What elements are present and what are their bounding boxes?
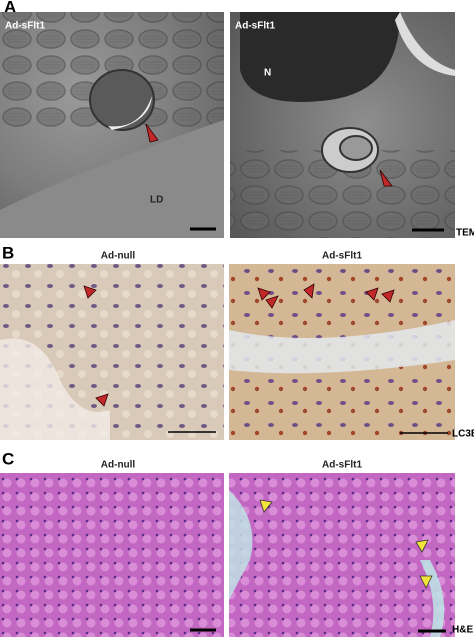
arrowhead (265, 295, 279, 309)
autophagosome-inner (339, 135, 373, 161)
arrowhead (419, 575, 433, 589)
image-title: Ad-sFlt1 (322, 460, 362, 471)
arrowhead (303, 283, 315, 299)
arrowhead (145, 123, 159, 143)
lipid-droplet (0, 120, 224, 238)
method-label: H&E (452, 625, 473, 636)
vessel (229, 490, 253, 600)
arrowhead (415, 539, 429, 553)
image-title: Ad-sFlt1 (235, 21, 275, 32)
arrowhead (379, 169, 393, 187)
connective-tissue (229, 320, 455, 374)
membrane (395, 12, 455, 76)
method-label: LC3B (452, 429, 474, 440)
he-image (229, 473, 455, 637)
vacuole (108, 96, 152, 130)
arrowhead (381, 289, 395, 303)
arrowhead (95, 393, 109, 407)
arrowhead (365, 287, 379, 301)
method-label: TEM (456, 228, 474, 239)
region-label: LD (150, 195, 163, 206)
image-title: Ad-sFlt1 (5, 21, 45, 32)
region-label: N (264, 68, 271, 79)
image-title: Ad-null (101, 460, 136, 471)
arrowhead (257, 287, 271, 301)
vessel (420, 560, 445, 637)
nucleus (240, 12, 400, 102)
he-image (0, 473, 224, 637)
arrowhead (259, 499, 273, 513)
image-title: Ad-null (101, 251, 136, 262)
arrowhead (83, 285, 97, 299)
image-title: Ad-sFlt1 (322, 251, 362, 262)
autophagosome (89, 69, 155, 131)
vacuoles (0, 338, 110, 440)
panel-label: C (2, 449, 14, 468)
panel-label: B (2, 243, 14, 262)
